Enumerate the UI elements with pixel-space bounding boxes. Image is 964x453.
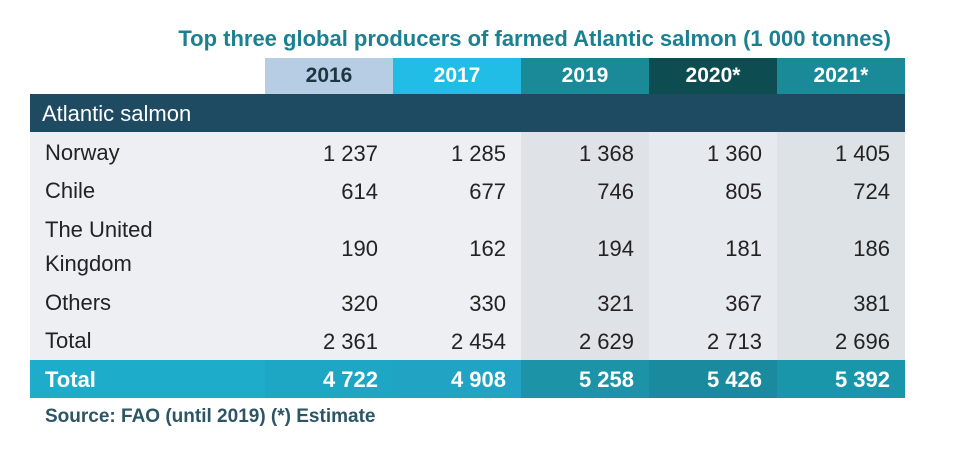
table-cell: 1 360	[706, 141, 762, 166]
table-cell: 186	[853, 236, 890, 261]
row-label-uk-line2: Kingdom	[45, 251, 132, 276]
table-cell: 746	[597, 179, 634, 204]
table-cell: 181	[725, 236, 762, 261]
section-header: Atlantic salmon	[30, 94, 905, 132]
grand-total-cell: 5 426	[706, 367, 762, 392]
grand-total-cell: 5 258	[578, 367, 634, 392]
grand-total-label: Total	[45, 367, 96, 392]
grand-total-cell: 4 722	[322, 367, 378, 392]
column-header-2017: 2017	[393, 58, 521, 94]
table-cell: 2 454	[450, 329, 506, 354]
table-cell: 1 368	[578, 141, 634, 166]
table-cell: 381	[853, 291, 890, 316]
column-shade-2019	[521, 132, 649, 360]
grand-total-cell: 5 392	[834, 367, 890, 392]
table-cell: 1 285	[450, 141, 506, 166]
table-cell: 805	[725, 179, 762, 204]
table-title: Top three global producers of farmed Atl…	[178, 26, 891, 51]
table-cell: 724	[853, 179, 890, 204]
total-bar-2017	[393, 360, 521, 398]
total-bar-2021	[777, 360, 905, 398]
total-bar-2016	[265, 360, 393, 398]
column-shade-2021	[777, 132, 905, 360]
row-label-others: Others	[45, 290, 112, 315]
column-header-2020: 2020*	[649, 58, 777, 94]
total-bar-2019	[521, 360, 649, 398]
table-cell: 2 696	[834, 329, 890, 354]
column-header-2019: 2019	[521, 58, 649, 94]
row-label-chile: Chile	[45, 178, 96, 203]
table-cell: 1 237	[322, 141, 378, 166]
row-label-total: Total	[45, 328, 92, 353]
table-body-background	[30, 132, 521, 360]
table-cell: 2 361	[322, 329, 378, 354]
table-cell: 1 405	[834, 141, 890, 166]
source-note: Source: FAO (until 2019) (*) Estimate	[45, 406, 376, 427]
column-header-2016: 2016	[265, 58, 393, 94]
grand-total-cell: 4 908	[450, 367, 506, 392]
column-header-2021: 2021*	[777, 58, 905, 94]
table-cell: 194	[597, 236, 634, 261]
column-shade-2020	[649, 132, 777, 360]
row-label-uk-line1: The United	[45, 217, 153, 242]
table-cell: 614	[341, 179, 378, 204]
table-cell: 321	[597, 291, 634, 316]
table-cell: 2 629	[578, 329, 634, 354]
table-cell: 2 713	[706, 329, 762, 354]
total-bar-2020	[649, 360, 777, 398]
table-cell: 677	[469, 179, 506, 204]
row-label-norway: Norway	[45, 140, 120, 165]
table-cell: 330	[469, 291, 506, 316]
table-cell: 320	[341, 291, 378, 316]
table-cell: 162	[469, 236, 506, 261]
table-cell: 190	[341, 236, 378, 261]
table-cell: 367	[725, 291, 762, 316]
total-bar-label-area	[30, 360, 265, 398]
